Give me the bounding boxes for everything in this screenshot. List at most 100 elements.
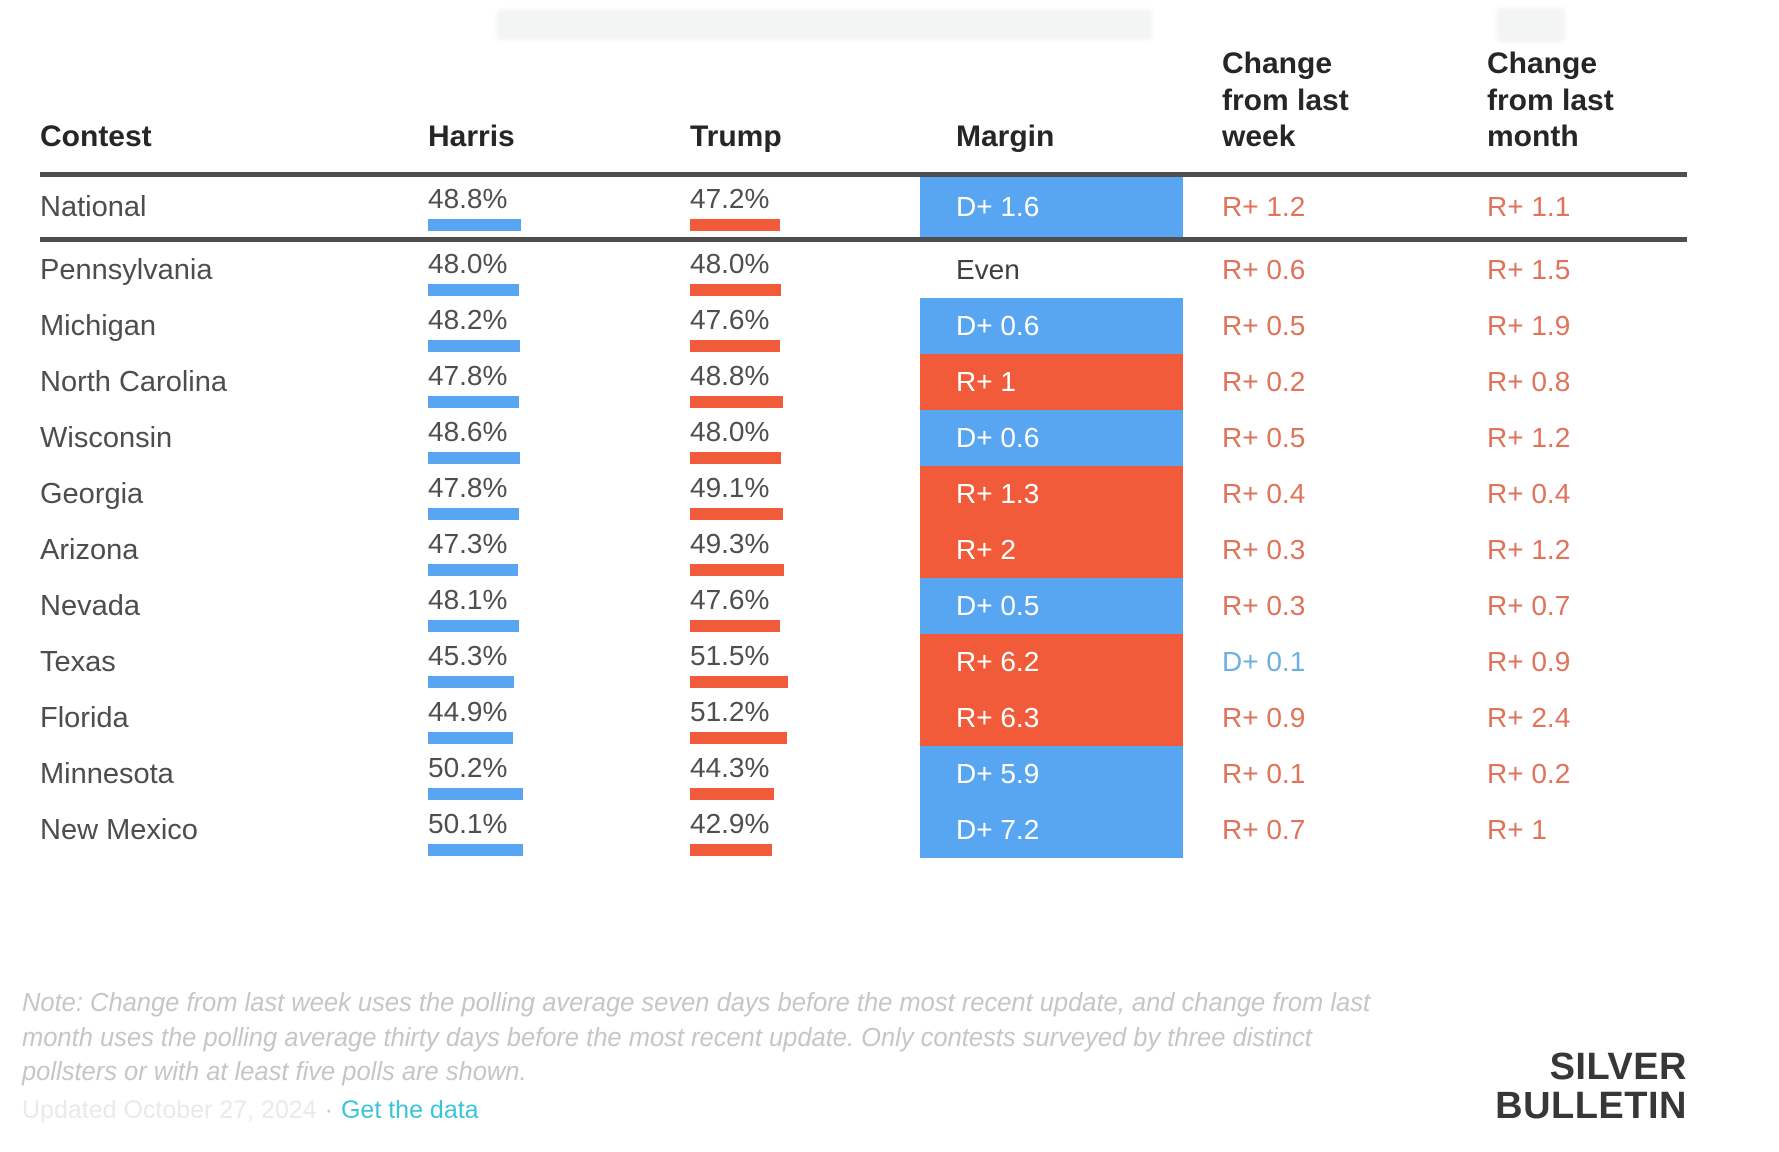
contest-label: Pennsylvania <box>40 253 213 286</box>
change-month-value: R+ 1.5 <box>1487 254 1571 285</box>
trump-cell: 47.6% <box>690 298 920 354</box>
trump-pct: 47.6% <box>690 584 770 615</box>
harris-bar <box>428 219 521 232</box>
logo-line-1: SILVER <box>1549 1046 1687 1088</box>
footer: Updated October 27, 2024 · Get the data <box>22 1096 479 1125</box>
harris-cell: 47.3% <box>428 522 690 578</box>
table-row: New Mexico 50.1% 42.9% D+ 7.2 R+ 0.7 R+ 1 <box>0 802 1779 858</box>
margin-cell: D+ 1.6 <box>920 177 1183 237</box>
margin-cell: R+ 6.3 <box>920 690 1183 746</box>
change-week-value: D+ 0.1 <box>1222 646 1306 677</box>
trump-pct: 47.6% <box>690 304 770 335</box>
harris-pct: 48.8% <box>428 183 508 214</box>
contest-label: Arizona <box>40 533 139 566</box>
contest-label: North Carolina <box>40 365 227 398</box>
harris-pct: 48.0% <box>428 248 508 279</box>
trump-pct: 48.8% <box>690 360 770 391</box>
trump-bar <box>690 844 772 857</box>
trump-bar <box>690 620 781 633</box>
change-month-value: R+ 1.2 <box>1487 422 1571 453</box>
contest-label: Texas <box>40 645 116 678</box>
contest-label: National <box>40 190 147 223</box>
trump-bar <box>690 732 788 745</box>
contest-label: Georgia <box>40 477 144 510</box>
header-trump: Trump <box>690 120 782 154</box>
margin-cell: D+ 5.9 <box>920 746 1183 802</box>
trump-cell: 47.2% <box>690 177 920 237</box>
change-month-value: R+ 1.1 <box>1487 191 1571 222</box>
margin-cell: R+ 1.3 <box>920 466 1183 522</box>
footnote-line: Note: Change from last week uses the pol… <box>22 989 1371 1017</box>
change-week-value: R+ 0.3 <box>1222 534 1306 565</box>
footnote-line: pollsters or with at least five polls ar… <box>22 1058 527 1087</box>
header-change-month: Change from last month <box>1487 47 1614 154</box>
header-harris: Harris <box>428 120 515 154</box>
harris-bar <box>428 284 520 297</box>
harris-cell: 48.0% <box>428 242 690 298</box>
table-row: North Carolina 47.8% 48.8% R+ 1 R+ 0.2 R+ 0.8 <box>0 354 1779 410</box>
harris-cell: 48.2% <box>428 298 690 354</box>
harris-pct: 50.1% <box>428 808 508 839</box>
change-week-value: R+ 1.2 <box>1222 191 1306 222</box>
state-rows-container: Pennsylvania 48.0% 48.0% Even R+ 0.6 R+ 1.5 Mi… <box>0 242 1779 858</box>
ghost-title-watermark <box>497 10 1152 40</box>
table-header: Contest Harris Trump Margin Change from … <box>0 0 1779 172</box>
margin-cell: D+ 0.6 <box>920 298 1183 354</box>
harris-bar <box>428 788 524 801</box>
trump-cell: 49.3% <box>690 522 920 578</box>
change-week-value: R+ 0.5 <box>1222 310 1306 341</box>
trump-pct: 49.1% <box>690 472 770 503</box>
trump-pct: 49.3% <box>690 528 770 559</box>
trump-pct: 44.3% <box>690 752 770 783</box>
header-divider <box>40 172 1687 177</box>
trump-bar <box>690 219 780 232</box>
trump-pct: 51.5% <box>690 640 770 671</box>
header-margin: Margin <box>956 120 1055 154</box>
change-month-value: R+ 2.4 <box>1487 702 1571 733</box>
margin-cell: D+ 7.2 <box>920 802 1183 858</box>
trump-pct: 48.0% <box>690 416 770 447</box>
trump-bar <box>690 564 784 577</box>
change-month-value: R+ 1.2 <box>1487 534 1571 565</box>
harris-cell: 48.1% <box>428 578 690 634</box>
contest-label: Florida <box>40 701 129 734</box>
trump-cell: 48.0% <box>690 410 920 466</box>
harris-pct: 45.3% <box>428 640 508 671</box>
harris-bar <box>428 564 518 577</box>
harris-pct: 48.6% <box>428 416 508 447</box>
get-the-data-link[interactable]: Get the data <box>340 1096 479 1124</box>
table-row: Wisconsin 48.6% 48.0% D+ 0.6 R+ 0.5 R+ 1.2 <box>0 410 1779 466</box>
trump-pct: 51.2% <box>690 696 770 727</box>
margin-cell: D+ 0.5 <box>920 578 1183 634</box>
harris-pct: 47.3% <box>428 528 508 559</box>
harris-bar <box>428 732 514 745</box>
contest-label: Michigan <box>40 309 157 342</box>
dot-separator: · <box>324 1096 333 1124</box>
margin-cell: R+ 6.2 <box>920 634 1183 690</box>
trump-bar <box>690 396 783 409</box>
trump-cell: 48.8% <box>690 354 920 410</box>
harris-cell: 44.9% <box>428 690 690 746</box>
trump-cell: 44.3% <box>690 746 920 802</box>
margin-cell: R+ 1 <box>920 354 1183 410</box>
table-row: Michigan 48.2% 47.6% D+ 0.6 R+ 0.5 R+ 1.9 <box>0 298 1779 354</box>
harris-bar <box>428 452 521 465</box>
header-change-week: Change from last week <box>1222 47 1349 154</box>
change-week-value: R+ 0.1 <box>1222 758 1306 789</box>
change-week-value: R+ 0.3 <box>1222 590 1306 621</box>
table-row: Nevada 48.1% 47.6% D+ 0.5 R+ 0.3 R+ 0.7 <box>0 578 1779 634</box>
trump-bar <box>690 452 782 465</box>
change-week-value: R+ 0.7 <box>1222 814 1306 845</box>
harris-cell: 47.8% <box>428 466 690 522</box>
national-row-container: National 48.8% 47.2% D+ 1.6 R+ 1.2 R+ 1.1 <box>0 177 1779 237</box>
trump-cell: 51.2% <box>690 690 920 746</box>
harris-pct: 48.1% <box>428 584 508 615</box>
harris-bar <box>428 340 520 353</box>
contest-label: Wisconsin <box>40 421 173 454</box>
change-month-value: R+ 0.8 <box>1487 366 1571 397</box>
trump-bar <box>690 340 781 353</box>
trump-bar <box>690 284 782 297</box>
harris-bar <box>428 620 520 633</box>
header-contest: Contest <box>40 120 152 154</box>
change-week-value: R+ 0.4 <box>1222 478 1306 509</box>
